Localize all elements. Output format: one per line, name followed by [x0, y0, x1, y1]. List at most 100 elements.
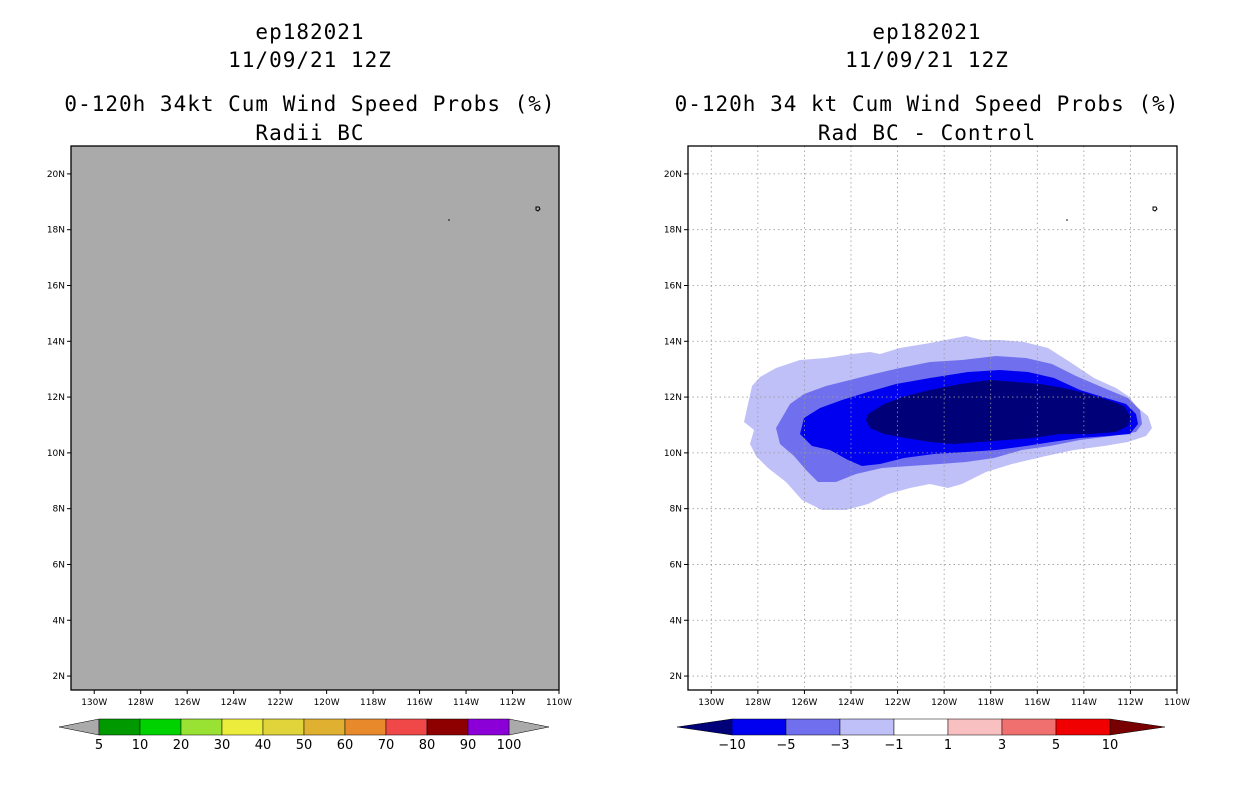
left-title: 0-120h 34kt Cum Wind Speed Probs (%) — [64, 92, 556, 116]
lon-tick-label: 130W — [698, 698, 724, 708]
right-storm-id: ep182021 — [872, 20, 982, 44]
lon-tick-label: 126W — [174, 698, 200, 708]
colorbar-swatch — [467, 718, 510, 736]
lon-tick-label: 128W — [745, 698, 771, 708]
lon-tick-label: 110W — [1164, 698, 1190, 708]
lat-tick-label: 10N — [47, 449, 65, 459]
right-map-border — [687, 145, 1178, 691]
lat-tick-label: 6N — [670, 560, 682, 570]
left-map-border — [70, 145, 560, 691]
left-island-socorro — [535, 206, 541, 212]
lon-tick-label: 120W — [314, 698, 340, 708]
left-colorbar: 5 10 20 30 40 50 60 70 80 90 100 — [58, 718, 550, 753]
lat-tick-label: 4N — [670, 616, 682, 626]
colorbar-swatch — [1001, 718, 1057, 736]
left-datetime: 11/09/21 12Z — [228, 48, 392, 72]
colorbar-swatch — [385, 718, 428, 736]
lon-tick-label: 118W — [360, 698, 386, 708]
right-title: 0-120h 34 kt Cum Wind Speed Probs (%) — [674, 92, 1180, 116]
colorbar-label: 60 — [337, 738, 354, 753]
left-lat-axis: 20N 18N 16N 14N 12N 10N 8N 6N 4N 2N — [47, 170, 71, 682]
right-island-socorro — [1152, 206, 1158, 212]
lat-tick-label: 4N — [53, 616, 65, 626]
lon-tick-label: 120W — [931, 698, 957, 708]
colorbar-label: 5 — [1052, 738, 1060, 753]
colorbar-label: 20 — [173, 738, 190, 753]
colorbar-label: 100 — [497, 738, 522, 753]
lat-tick-label: 10N — [664, 449, 682, 459]
colorbar-label: −5 — [776, 738, 795, 753]
left-lon-axis: 130W 128W 126W 124W 122W 120W 118W 116W 114W 112W… — [81, 690, 572, 708]
colorbar-swatch — [426, 718, 469, 736]
right-datetime: 11/09/21 12Z — [845, 48, 1009, 72]
lat-tick-label: 16N — [47, 281, 65, 291]
lon-tick-label: 110W — [546, 698, 572, 708]
lon-tick-label: 114W — [1071, 698, 1097, 708]
colorbar-swatch — [139, 718, 182, 736]
colorbar-label: 40 — [255, 738, 272, 753]
colorbar-swatch — [839, 718, 895, 736]
left-subtitle: Radii BC — [255, 121, 365, 145]
lon-tick-label: 122W — [267, 698, 293, 708]
lat-tick-label: 6N — [53, 560, 65, 570]
lon-tick-label: 112W — [1117, 698, 1143, 708]
lat-tick-label: 2N — [53, 672, 65, 682]
lon-tick-label: 118W — [978, 698, 1004, 708]
right-colorbar: −10 −5 −3 −1 1 3 5 10 — [676, 718, 1166, 753]
lat-tick-label: 14N — [664, 337, 682, 347]
right-grid — [688, 146, 1178, 690]
colorbar-swatch — [1055, 718, 1111, 736]
colorbar-label: 5 — [95, 738, 103, 753]
colorbar-swatch — [303, 718, 346, 736]
right-islands — [1066, 206, 1158, 221]
right-subtitle: Rad BC - Control — [817, 121, 1037, 145]
colorbar-swatch — [262, 718, 305, 736]
colorbar-label: 50 — [296, 738, 313, 753]
right-lon-axis: 130W 128W 126W 124W 122W 120W 118W 116W 114W 112W… — [698, 690, 1190, 708]
lon-tick-label: 124W — [221, 698, 247, 708]
colorbar-label: 30 — [214, 738, 231, 753]
lat-tick-label: 18N — [664, 226, 682, 236]
lat-tick-label: 12N — [664, 393, 682, 403]
lon-tick-label: 124W — [838, 698, 864, 708]
left-island-clarion — [448, 219, 450, 221]
lat-tick-label: 18N — [47, 226, 65, 236]
left-probability-field — [71, 146, 559, 690]
colorbar-swatch — [893, 718, 949, 736]
lon-tick-label: 112W — [499, 698, 525, 708]
lat-tick-label: 8N — [53, 505, 65, 515]
colorbar-swatch — [344, 718, 387, 736]
right-difference-contours — [744, 336, 1152, 510]
right-lat-axis: 20N 18N 16N 14N 12N 10N 8N 6N 4N 2N — [664, 170, 688, 682]
colorbar-label: −1 — [884, 738, 903, 753]
lon-tick-label: 130W — [81, 698, 107, 708]
colorbar-swatch — [785, 718, 841, 736]
lat-tick-label: 2N — [670, 672, 682, 682]
left-storm-id: ep182021 — [255, 20, 365, 44]
right-island-clarion — [1066, 219, 1068, 221]
lat-tick-label: 14N — [47, 337, 65, 347]
colorbar-low-end — [58, 718, 100, 736]
colorbar-label: 90 — [460, 738, 477, 753]
colorbar-label: −3 — [830, 738, 849, 753]
colorbar-swatch — [947, 718, 1003, 736]
contour-minus-10 — [866, 380, 1130, 444]
lat-tick-label: 12N — [47, 393, 65, 403]
lon-tick-label: 126W — [791, 698, 817, 708]
lon-tick-label: 114W — [453, 698, 479, 708]
lat-tick-label: 20N — [47, 170, 65, 180]
colorbar-swatch — [221, 718, 264, 736]
colorbar-label: 3 — [998, 738, 1006, 753]
lon-tick-label: 116W — [407, 698, 433, 708]
colorbar-label: 1 — [944, 738, 952, 753]
colorbar-label: −10 — [718, 738, 745, 753]
colorbar-swatch — [180, 718, 223, 736]
colorbar-high-end — [508, 718, 550, 736]
lat-tick-label: 20N — [664, 170, 682, 180]
lon-tick-label: 122W — [885, 698, 911, 708]
colorbar-swatch — [731, 718, 787, 736]
left-islands — [448, 206, 541, 221]
lon-tick-label: 116W — [1024, 698, 1050, 708]
